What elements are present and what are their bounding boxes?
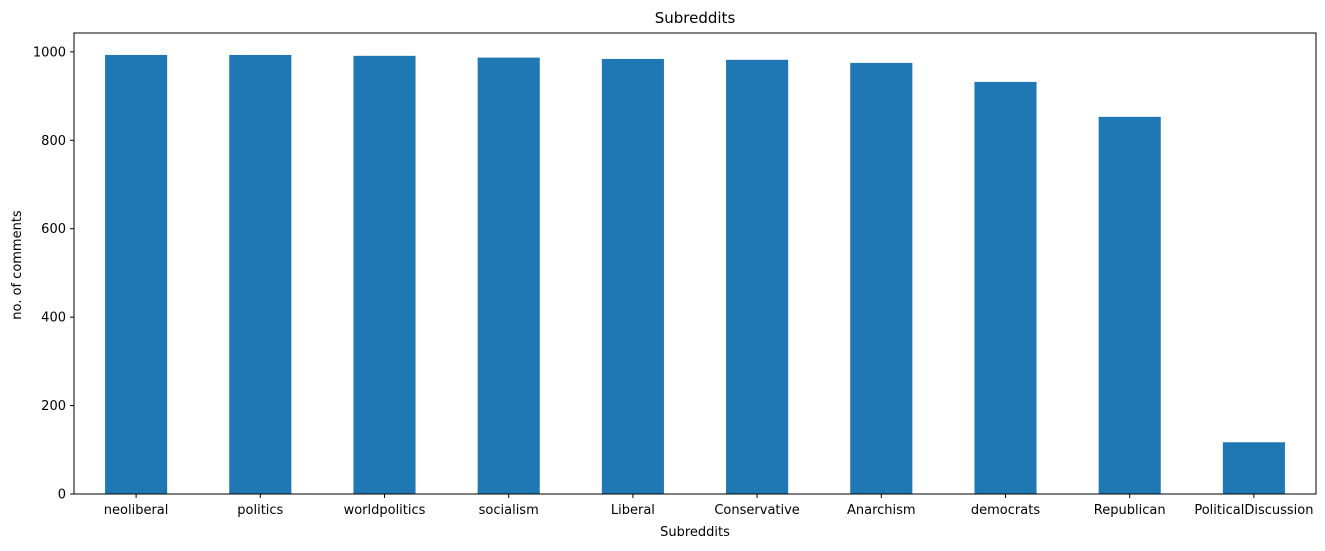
x-tick-label: socialism (479, 503, 539, 518)
bar-socialism (477, 57, 540, 495)
bar-Anarchism (850, 62, 913, 494)
x-tick-label: politics (237, 503, 283, 518)
x-tick-label: neoliberal (104, 503, 169, 518)
chart-title: Subreddits (655, 9, 736, 27)
y-tick-label: 600 (41, 222, 66, 237)
bar-PoliticalDiscussion (1222, 442, 1285, 494)
x-tick-label: Conservative (714, 503, 799, 518)
y-tick-label: 0 (58, 488, 66, 503)
x-tick-label: PoliticalDiscussion (1194, 503, 1313, 518)
x-tick-label: Anarchism (847, 503, 916, 518)
y-axis-label: no. of comments (10, 210, 25, 320)
y-tick-label: 400 (41, 311, 66, 326)
bars-group (105, 54, 1285, 495)
x-axis-ticks: neoliberal politics worldpolitics socialism… (104, 494, 1313, 518)
x-tick-label: democrats (971, 503, 1040, 518)
bar-neoliberal (105, 54, 168, 494)
y-tick-label: 200 (41, 399, 66, 414)
x-tick-label: worldpolitics (344, 503, 426, 518)
x-tick-label: Liberal (611, 503, 655, 518)
y-tick-label: 1000 (33, 45, 66, 60)
bar-Republican (1098, 116, 1161, 494)
y-axis-ticks: 0 200 400 600 800 1000 (33, 45, 74, 503)
x-axis-label: Subreddits (660, 525, 730, 540)
bar-Conservative (726, 59, 789, 494)
bar-worldpolitics (353, 55, 416, 495)
bar-politics (229, 54, 292, 494)
bar-Liberal (601, 58, 664, 495)
plot-frame (73, 32, 1317, 495)
x-tick-label: Republican (1094, 503, 1166, 518)
y-tick-label: 800 (41, 134, 66, 149)
bar-democrats (974, 81, 1037, 495)
